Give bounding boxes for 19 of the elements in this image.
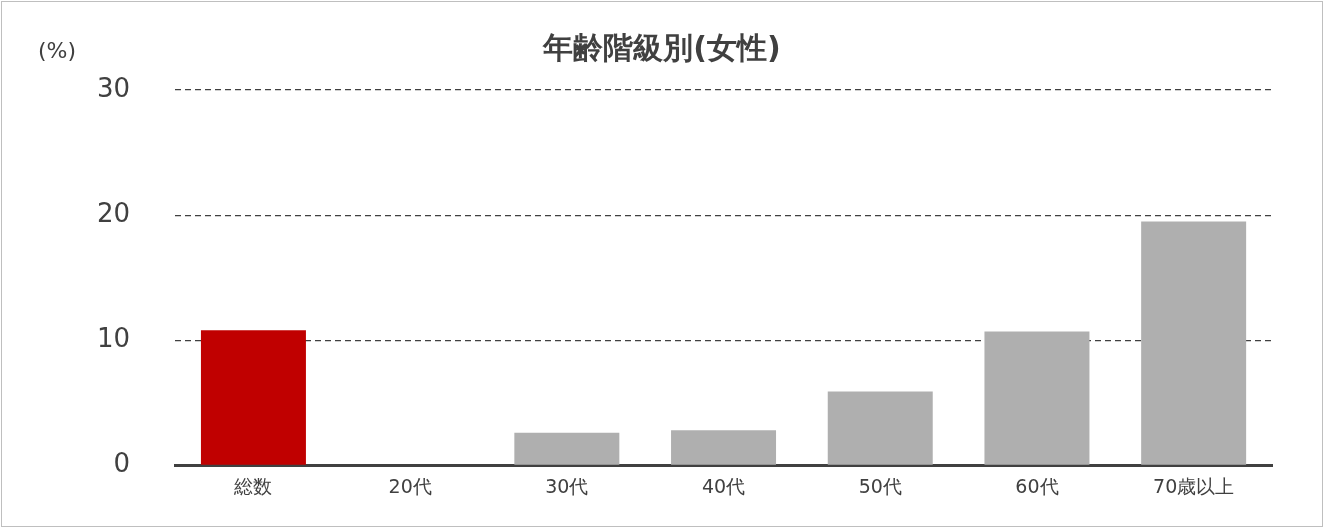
bar [984, 331, 1090, 465]
y-tick-label: 10 [96, 323, 131, 354]
bar [200, 330, 306, 465]
x-tick-label: 70歳以上 [1153, 474, 1235, 497]
bar [671, 430, 777, 465]
chart-title: 年齢階級別(女性) [542, 29, 781, 65]
bar [514, 432, 620, 465]
x-tick-label: 60代 [1015, 474, 1059, 497]
y-axis-title: (%) [38, 37, 77, 63]
y-tick-label: 0 [113, 448, 131, 479]
y-tick-label: 30 [96, 72, 131, 103]
x-tick-label: 50代 [858, 474, 902, 497]
x-tick-label: 30代 [545, 474, 589, 497]
y-tick-label: 20 [96, 197, 131, 228]
x-tick-label: 20代 [388, 474, 432, 497]
bar [827, 391, 933, 465]
bar [1141, 221, 1247, 465]
x-tick-label: 総数 [233, 474, 273, 497]
x-tick-label: 40代 [701, 474, 746, 497]
